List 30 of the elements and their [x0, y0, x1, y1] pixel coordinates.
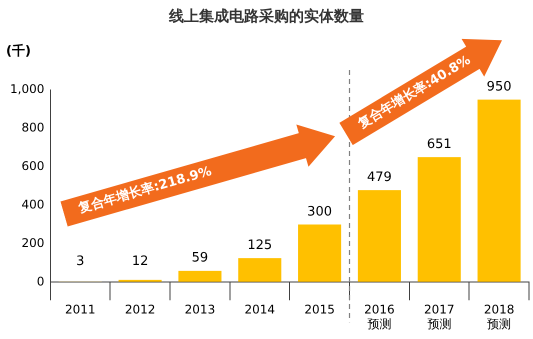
bar — [298, 224, 342, 282]
y-tick-label: 0 — [36, 274, 44, 288]
x-tick-label: 2014 — [244, 302, 276, 317]
x-tick-label: 2012 — [124, 302, 156, 317]
x-tick-label: 2013 — [184, 302, 216, 317]
y-tick-label: 800 — [21, 120, 44, 135]
data-label: 59 — [192, 250, 208, 266]
bar — [178, 270, 222, 282]
bar — [358, 190, 401, 282]
y-tick-label: 600 — [21, 159, 44, 174]
data-label: 651 — [426, 136, 452, 152]
y-tick-label: 400 — [21, 197, 44, 212]
data-label: 12 — [132, 254, 148, 270]
y-axis-title: (千) — [6, 42, 31, 60]
x-tick-label: 2018 预测 — [484, 302, 514, 331]
bar — [478, 100, 521, 282]
bar — [418, 157, 461, 282]
x-tick-label: 2015 — [304, 302, 335, 317]
y-tick-label: 200 — [21, 236, 44, 250]
data-label: 950 — [486, 79, 512, 94]
bar — [238, 258, 282, 282]
data-label: 3 — [76, 254, 84, 270]
data-label: 300 — [307, 204, 332, 220]
x-tick-label: 2017 预测 — [424, 302, 455, 331]
data-label: 479 — [367, 170, 392, 186]
data-label: 125 — [247, 238, 272, 254]
chart-title: 线上集成电路采购的实体数量 — [168, 6, 364, 25]
x-tick-label: 2016 预测 — [364, 302, 395, 331]
y-tick-label: 1,000 — [10, 82, 44, 96]
x-tick-label: 2011 — [64, 302, 96, 317]
